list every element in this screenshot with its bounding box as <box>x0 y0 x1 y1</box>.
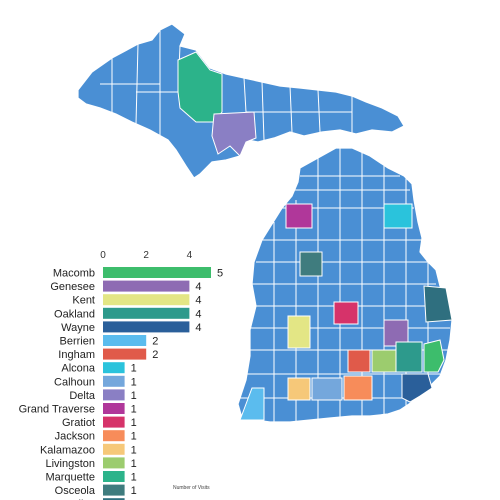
county-alcona <box>383 203 413 229</box>
category-label: Macomb <box>53 268 95 280</box>
value-label: 1 <box>131 404 137 416</box>
bar-alcona <box>103 362 125 374</box>
category-label: Oakland <box>54 308 95 320</box>
bar-osceola <box>103 484 125 496</box>
bar-kalamazoo <box>103 443 125 455</box>
highlighted-counties <box>177 51 453 421</box>
county-ingham <box>347 349 371 373</box>
category-label: Gratiot <box>62 417 95 429</box>
bars-group <box>103 267 211 500</box>
value-label: 4 <box>195 308 201 320</box>
category-label: Genesee <box>50 281 95 293</box>
bar-kent <box>103 294 190 306</box>
bar-genesee <box>103 280 190 292</box>
county-sanilac <box>423 285 453 323</box>
bar-ingham <box>103 348 147 360</box>
category-label: Kalamazoo <box>40 444 95 456</box>
county-oakland <box>395 341 423 373</box>
bar-berrien <box>103 335 147 346</box>
bar-oakland <box>103 307 190 319</box>
bar-macomb <box>103 267 211 278</box>
bar-marquette <box>103 471 125 482</box>
bar-calhoun <box>103 375 125 387</box>
county-kalamazoo <box>287 377 311 401</box>
county-berrien <box>239 387 265 421</box>
value-label: 2 <box>152 349 158 361</box>
x-axis-ticks: 0 2 4 <box>100 250 192 261</box>
category-label: Kent <box>72 295 95 307</box>
bar-wayne <box>103 321 190 333</box>
value-label: 1 <box>131 390 137 402</box>
category-label: Delta <box>69 390 96 402</box>
category-label: Ingham <box>58 349 95 361</box>
value-label: 4 <box>195 281 201 293</box>
value-label: 1 <box>131 444 137 456</box>
value-label: 1 <box>131 417 137 429</box>
county-macomb <box>423 339 445 373</box>
county-delta <box>211 111 257 157</box>
category-label: Berrien <box>60 336 95 348</box>
category-label: Grand Traverse <box>19 404 95 416</box>
value-label: 4 <box>195 322 201 334</box>
value-label: 1 <box>131 499 137 500</box>
bar-grand-traverse <box>103 403 125 414</box>
up-county-borders <box>100 30 353 141</box>
value-label: 1 <box>131 363 137 375</box>
county-jackson <box>343 375 373 401</box>
category-label: Sanilac <box>59 499 96 500</box>
bar-jackson <box>103 430 125 442</box>
category-label: Marquette <box>45 472 95 484</box>
bar-delta <box>103 389 125 401</box>
county-osceola <box>299 251 323 277</box>
county-grand-traverse <box>285 203 313 229</box>
x-tick-label: 0 <box>100 250 106 261</box>
category-label: Calhoun <box>54 376 95 388</box>
county-calhoun <box>311 377 343 401</box>
x-tick-label: 2 <box>143 250 149 261</box>
category-label: Wayne <box>61 322 95 334</box>
category-label: Osceola <box>55 485 96 497</box>
county-wayne <box>401 373 433 403</box>
value-label: 2 <box>152 336 158 348</box>
category-label: Jackson <box>55 431 95 443</box>
x-axis-label: Number of Visits <box>173 485 210 491</box>
value-label: 4 <box>195 295 201 307</box>
county-gratiot <box>333 301 359 325</box>
county-kent <box>287 315 311 349</box>
bar-gratiot <box>103 416 125 428</box>
value-labels: 544442211111111111 <box>131 268 224 500</box>
value-label: 5 <box>217 268 223 280</box>
x-tick-label: 4 <box>187 250 193 261</box>
value-label: 1 <box>131 431 137 443</box>
value-label: 1 <box>131 376 137 388</box>
bar-livingston <box>103 457 125 469</box>
bar-sanilac <box>103 498 125 500</box>
value-label: 1 <box>131 485 137 497</box>
category-label: Livingston <box>45 458 95 470</box>
value-label: 1 <box>131 472 137 484</box>
category-label: Alcona <box>61 363 96 375</box>
value-label: 1 <box>131 458 137 470</box>
